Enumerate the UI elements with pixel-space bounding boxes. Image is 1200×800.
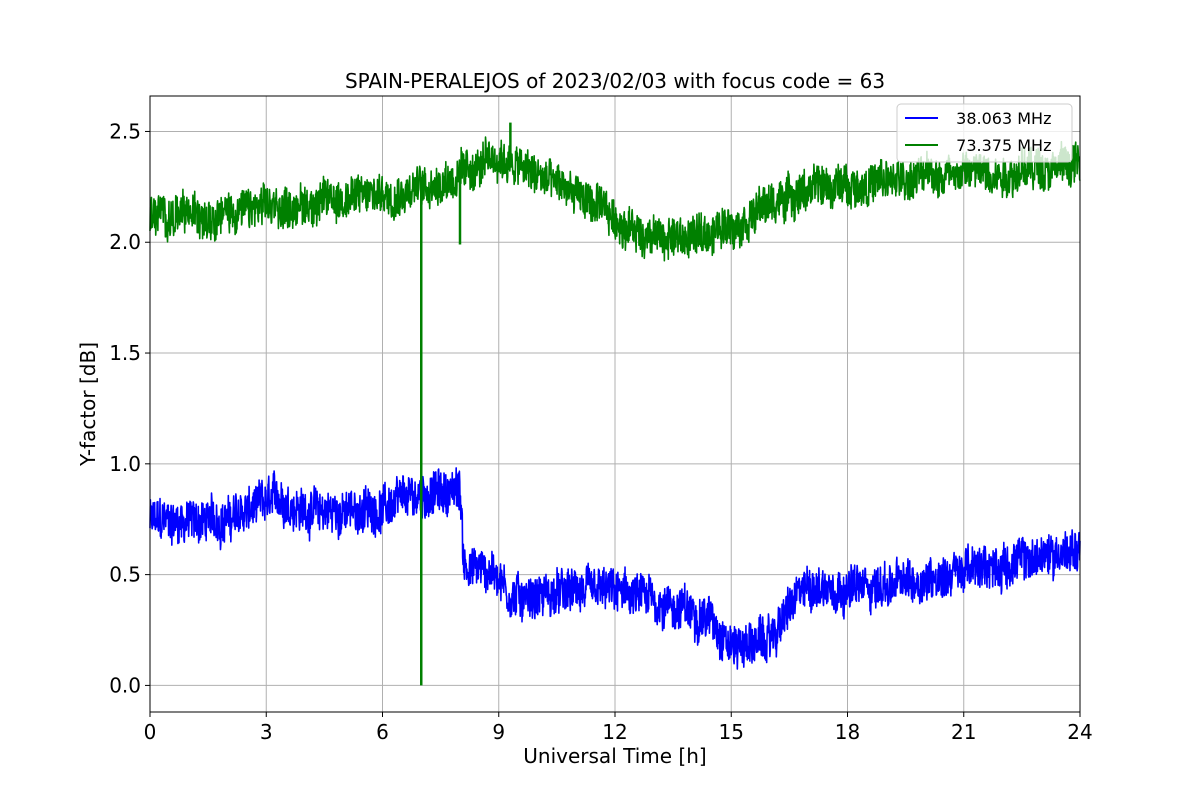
x-tick-label: 3	[260, 720, 273, 744]
plot-area	[149, 122, 1081, 686]
x-tick-label: 24	[1067, 720, 1092, 744]
y-tick-label: 2.5	[109, 119, 141, 143]
legend: 38.063 MHz 73.375 MHz	[896, 103, 1073, 163]
x-tick-label: 6	[376, 720, 389, 744]
legend-box	[896, 103, 1073, 163]
y-axis-label: Y-factor [dB]	[76, 342, 100, 467]
x-tick-label: 18	[835, 720, 860, 744]
x-tick-label: 9	[492, 720, 505, 744]
y-tick-label: 1.5	[109, 341, 141, 365]
chart-title: SPAIN-PERALEJOS of 2023/02/03 with focus…	[345, 69, 885, 93]
y-tick-label: 0.0	[109, 673, 141, 697]
x-tick-label: 12	[602, 720, 627, 744]
y-tick-label: 2.0	[109, 230, 141, 254]
y-axis-ticks: 0.0 0.5 1.0 1.5 2.0 2.5	[109, 119, 150, 697]
x-axis-label: Universal Time [h]	[523, 744, 706, 768]
x-tick-label: 15	[719, 720, 744, 744]
y-tick-label: 0.5	[109, 563, 141, 587]
x-axis-ticks: 0 3 6 9 12 15 18 21 24	[144, 712, 1093, 744]
legend-label-38mhz: 38.063 MHz	[946, 109, 1051, 128]
legend-label-73mhz: 73.375 MHz	[946, 136, 1051, 155]
series-line-73-375-mhz	[149, 136, 1081, 262]
x-tick-label: 21	[951, 720, 976, 744]
y-tick-label: 1.0	[109, 452, 141, 476]
series-line-38-063-mhz	[149, 467, 1081, 670]
x-tick-label: 0	[144, 720, 157, 744]
